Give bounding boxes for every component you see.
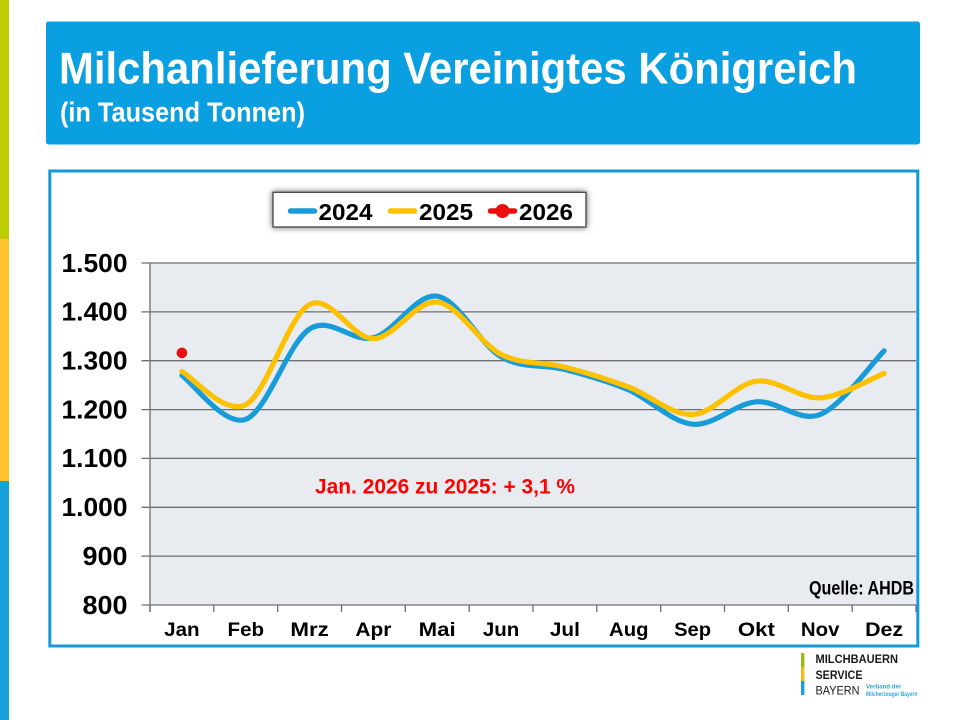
svg-text:800: 800 bbox=[83, 592, 128, 620]
svg-text:900: 900 bbox=[83, 543, 128, 571]
svg-text:Milchanlieferung Vereinigtes K: Milchanlieferung Vereinigtes Königreich bbox=[59, 45, 857, 94]
svg-text:Jul: Jul bbox=[550, 619, 580, 641]
svg-text:Mai: Mai bbox=[419, 619, 456, 641]
svg-text:Jan. 2026 zu 2025: + 3,1 %: Jan. 2026 zu 2025: + 3,1 % bbox=[315, 475, 575, 499]
svg-text:Dez: Dez bbox=[865, 619, 903, 641]
svg-text:MILCHBAUERN: MILCHBAUERN bbox=[816, 652, 899, 666]
svg-text:1.500: 1.500 bbox=[62, 250, 128, 278]
svg-text:SERVICE: SERVICE bbox=[816, 668, 863, 682]
svg-text:1.400: 1.400 bbox=[62, 299, 128, 327]
svg-text:Aug: Aug bbox=[609, 619, 649, 641]
svg-text:Quelle: AHDB: Quelle: AHDB bbox=[809, 579, 914, 600]
svg-text:BAYERN: BAYERN bbox=[816, 684, 860, 698]
svg-text:Mrz: Mrz bbox=[290, 619, 329, 641]
svg-text:Verband der: Verband der bbox=[866, 684, 902, 691]
svg-text:Apr: Apr bbox=[355, 619, 391, 641]
svg-text:(in Tausend Tonnen): (in Tausend Tonnen) bbox=[60, 97, 305, 128]
svg-text:Feb: Feb bbox=[228, 619, 265, 641]
svg-text:2024: 2024 bbox=[319, 199, 373, 225]
svg-text:Milcherzeuger Bayern: Milcherzeuger Bayern bbox=[866, 691, 918, 698]
svg-text:1.200: 1.200 bbox=[62, 396, 128, 424]
svg-text:1.000: 1.000 bbox=[62, 494, 128, 522]
svg-text:Sep: Sep bbox=[674, 619, 711, 641]
svg-text:Okt: Okt bbox=[738, 619, 776, 641]
svg-text:2025: 2025 bbox=[419, 199, 473, 225]
svg-text:Jan: Jan bbox=[164, 619, 200, 641]
svg-text:1.300: 1.300 bbox=[62, 348, 128, 376]
svg-text:Jun: Jun bbox=[483, 619, 520, 641]
svg-text:Nov: Nov bbox=[801, 619, 840, 641]
svg-text:2026: 2026 bbox=[519, 199, 573, 225]
svg-text:1.100: 1.100 bbox=[62, 445, 128, 473]
